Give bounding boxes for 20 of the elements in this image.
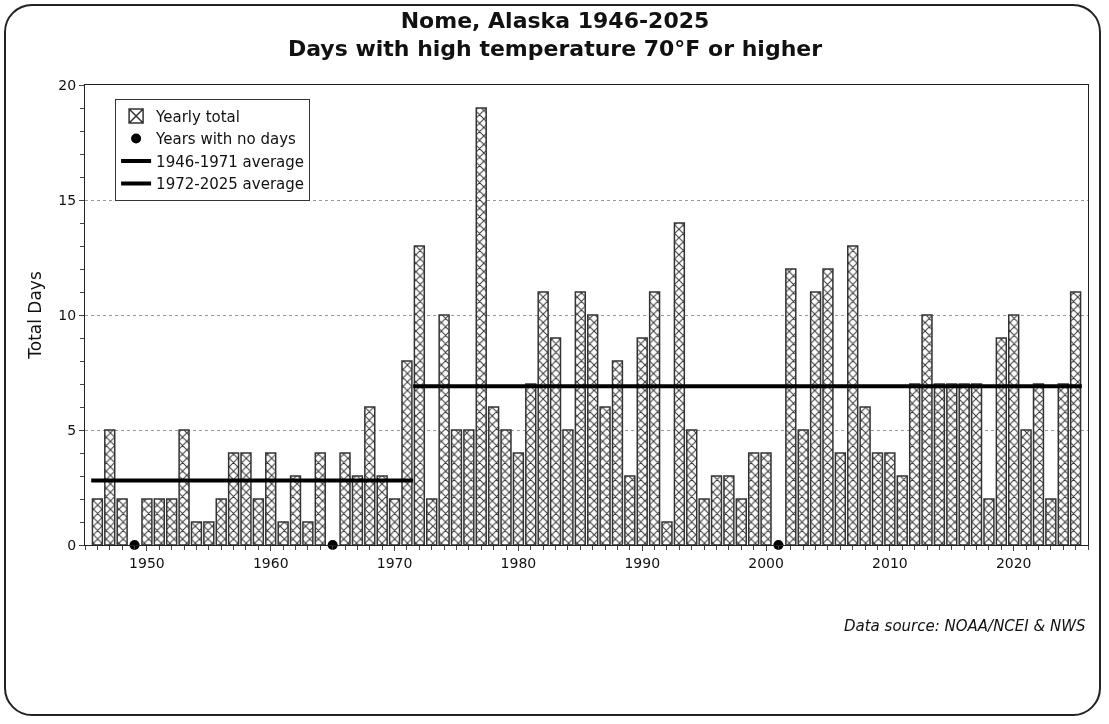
x-tick-label: 1990 — [624, 554, 661, 571]
x-tick-label: 1980 — [500, 554, 537, 571]
legend-label: 1946-1971 average — [156, 152, 305, 171]
x-tick-label: 1970 — [376, 554, 413, 571]
x-tick-label: 1950 — [129, 554, 165, 571]
y-tick-label: 0 — [67, 536, 77, 553]
x-tick-label: 2020 — [995, 554, 1032, 571]
y-axis-title: Total Days — [25, 271, 45, 360]
chart-title: Nome, Alaska 1946-2025 Days with high temperature 70°F or higher — [287, 7, 823, 62]
legend-label: 1972-2025 average — [156, 175, 305, 194]
source-note: Data source: NOAA/NCEI & NWS — [844, 617, 1087, 635]
y-tick-label: 20 — [58, 76, 77, 93]
y-tick-label: 15 — [58, 191, 77, 208]
y-tick-label: 5 — [67, 421, 77, 438]
x-tick-label: 2000 — [748, 554, 784, 571]
x-tick-label: 1960 — [252, 554, 289, 571]
legend-label: Years with no days — [155, 130, 297, 149]
y-tick-label: 10 — [58, 306, 77, 323]
legend-label: Yearly total — [155, 107, 240, 126]
x-tick-label: 2010 — [872, 554, 908, 571]
